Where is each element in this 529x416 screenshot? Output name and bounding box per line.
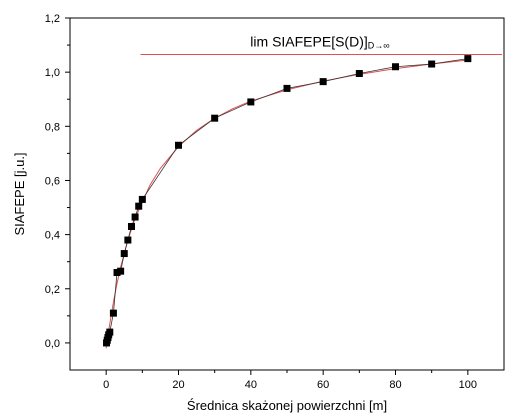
data-point	[247, 98, 255, 106]
data-point	[117, 267, 125, 275]
y-tick-label: 0,6	[45, 175, 60, 187]
data-point	[124, 236, 132, 244]
fit-curve	[105, 59, 468, 349]
limit-label-main: lim SIAFEPE[S(D)]	[250, 34, 367, 50]
data-point	[428, 60, 436, 68]
data-point	[355, 70, 363, 78]
y-axis-ticks: 0,0 0,2 0,4 0,6 0,8 1,0 1,2	[45, 13, 70, 350]
data-point	[135, 202, 143, 210]
x-tick-label: 60	[317, 379, 329, 391]
data-point	[319, 78, 327, 86]
x-axis-label: Średnica skażonej powierzchni [m]	[187, 398, 387, 413]
x-tick-label: 100	[459, 379, 477, 391]
y-tick-label: 0,2	[45, 284, 60, 296]
y-tick-label: 0,0	[45, 338, 60, 350]
data-point	[138, 195, 146, 203]
data-line-layer	[106, 58, 468, 344]
x-tick-label: 0	[103, 379, 109, 391]
data-point	[109, 309, 117, 317]
data-point	[464, 55, 472, 63]
data-point	[283, 84, 291, 92]
x-tick-label: 40	[245, 379, 257, 391]
data-point	[127, 222, 135, 230]
y-tick-label: 1,0	[45, 67, 60, 79]
data-line	[106, 58, 468, 344]
data-point	[106, 328, 114, 336]
data-points	[103, 55, 472, 347]
data-point	[392, 63, 399, 71]
plot-frame	[69, 17, 505, 371]
y-axis-label: SIAFEPE [j.u.]	[12, 152, 27, 235]
data-point	[211, 114, 219, 122]
y-tick-label: 0,4	[45, 230, 60, 242]
y-tick-label: 1,2	[45, 13, 60, 25]
fit-curve-layer	[105, 59, 468, 349]
limit-label: lim SIAFEPE[S(D)]D→∞	[250, 34, 389, 51]
x-tick-label: 20	[172, 379, 184, 391]
limit-label-subscript: D→∞	[368, 41, 390, 51]
data-point	[131, 213, 139, 221]
x-tick-label: 80	[389, 379, 401, 391]
data-point	[113, 269, 121, 277]
x-axis-ticks: 0 20 40 60 80 100	[103, 370, 477, 391]
y-tick-label: 0,8	[45, 121, 60, 133]
data-point	[120, 250, 128, 258]
data-point	[175, 141, 182, 149]
